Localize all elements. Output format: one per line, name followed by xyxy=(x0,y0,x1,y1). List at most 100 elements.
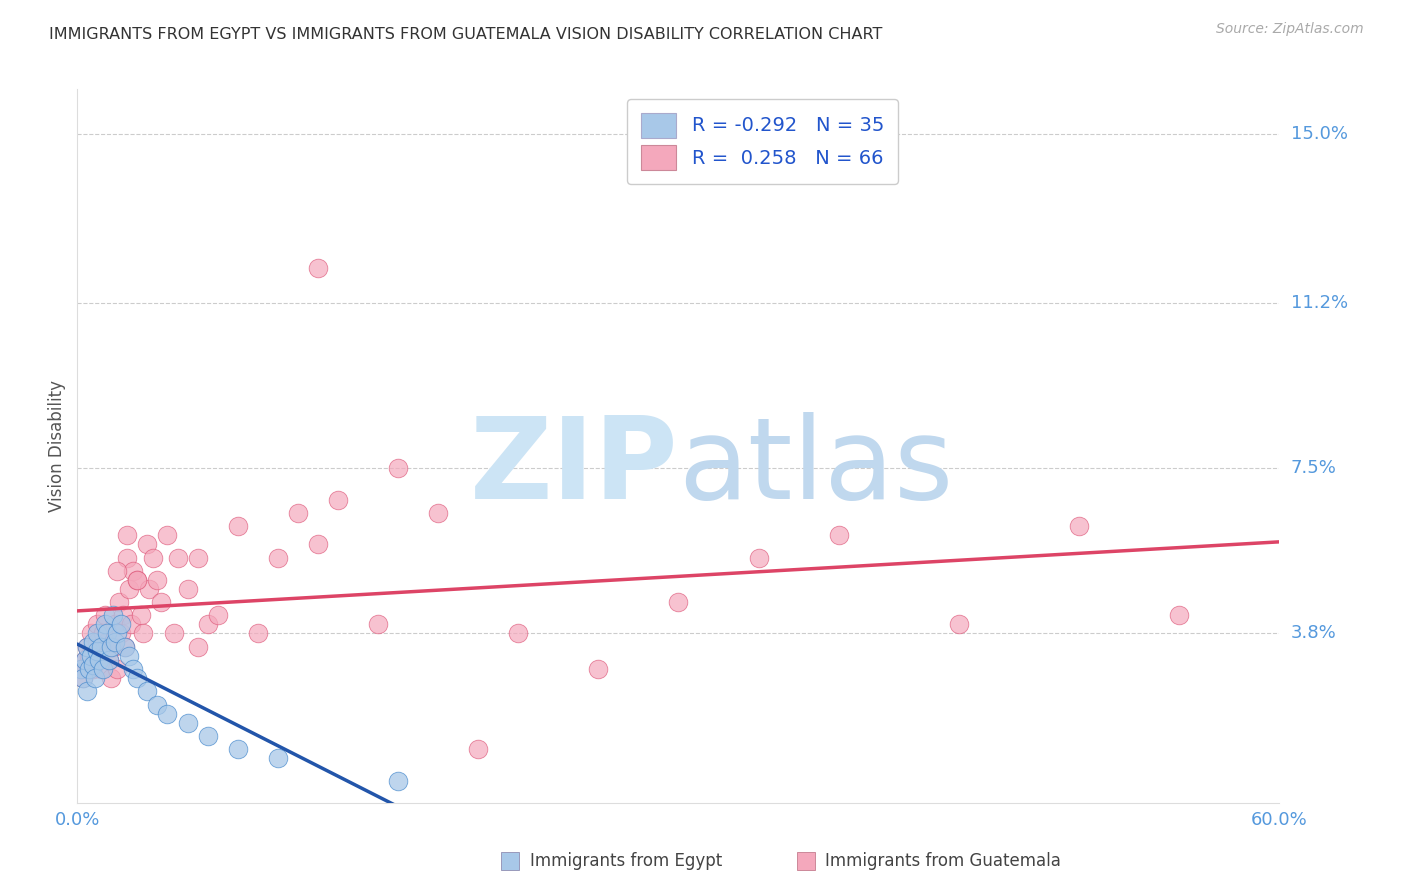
Point xyxy=(98,653,121,667)
Point xyxy=(110,626,132,640)
Point xyxy=(176,715,198,730)
Point xyxy=(76,684,98,698)
Point xyxy=(267,550,290,565)
Point xyxy=(162,626,184,640)
Point xyxy=(118,648,141,663)
Point xyxy=(86,644,108,658)
Point xyxy=(80,648,103,663)
Point xyxy=(828,528,851,542)
Point xyxy=(508,626,530,640)
Point xyxy=(287,506,309,520)
Point xyxy=(146,573,169,587)
Point xyxy=(668,595,690,609)
Point xyxy=(267,751,290,765)
Point xyxy=(1168,608,1191,623)
Point xyxy=(89,653,111,667)
Point xyxy=(75,653,97,667)
Point xyxy=(104,617,127,632)
Point xyxy=(98,653,121,667)
Point xyxy=(1069,519,1091,533)
Text: 7.5%: 7.5% xyxy=(1291,459,1337,477)
Point xyxy=(176,582,198,596)
Text: ZIP: ZIP xyxy=(470,412,679,523)
Point xyxy=(132,626,155,640)
Point xyxy=(96,635,118,649)
Point xyxy=(207,608,229,623)
Point xyxy=(127,671,149,685)
Point xyxy=(427,506,450,520)
Point xyxy=(186,640,209,654)
Point xyxy=(103,608,125,623)
Point xyxy=(387,773,409,788)
Point xyxy=(127,573,149,587)
Point xyxy=(76,640,98,654)
Point xyxy=(108,595,131,609)
Point xyxy=(197,617,219,632)
Point xyxy=(117,528,139,542)
Point xyxy=(94,608,117,623)
Point xyxy=(94,617,117,632)
Point xyxy=(226,742,249,756)
Point xyxy=(246,626,269,640)
Point xyxy=(89,640,111,654)
Point xyxy=(156,706,179,721)
Point xyxy=(82,662,104,676)
Y-axis label: Vision Disability: Vision Disability xyxy=(48,380,66,512)
Point xyxy=(72,671,94,685)
Point xyxy=(80,626,103,640)
Point xyxy=(387,461,409,475)
Point xyxy=(70,662,93,676)
Point xyxy=(96,626,118,640)
Point xyxy=(118,582,141,596)
Point xyxy=(136,537,159,551)
Point xyxy=(86,635,108,649)
Point xyxy=(86,617,108,632)
Point xyxy=(70,662,93,676)
Point xyxy=(103,640,125,654)
Point xyxy=(107,564,129,578)
Point xyxy=(136,684,159,698)
Point xyxy=(93,626,115,640)
Point xyxy=(197,729,219,743)
Point xyxy=(114,640,136,654)
Point xyxy=(948,617,970,632)
Point xyxy=(117,550,139,565)
Text: atlas: atlas xyxy=(679,412,953,523)
Point xyxy=(150,595,173,609)
Point xyxy=(82,657,104,672)
Point xyxy=(142,550,165,565)
Point xyxy=(82,635,104,649)
Text: Immigrants from Egypt: Immigrants from Egypt xyxy=(530,852,723,871)
Point xyxy=(326,492,349,507)
Point xyxy=(100,671,122,685)
Text: 3.8%: 3.8% xyxy=(1291,624,1336,642)
Point xyxy=(104,635,127,649)
Point xyxy=(226,519,249,533)
Point xyxy=(588,662,610,676)
Point xyxy=(93,662,115,676)
Point xyxy=(122,662,145,676)
Legend: R = -0.292   N = 35, R =  0.258   N = 66: R = -0.292 N = 35, R = 0.258 N = 66 xyxy=(627,99,897,184)
Bar xyxy=(797,853,814,871)
Text: 11.2%: 11.2% xyxy=(1291,294,1348,312)
Point xyxy=(131,608,153,623)
Point xyxy=(367,617,389,632)
Point xyxy=(86,626,108,640)
Point xyxy=(79,662,101,676)
Text: Source: ZipAtlas.com: Source: ZipAtlas.com xyxy=(1216,22,1364,37)
Point xyxy=(90,640,112,654)
Point xyxy=(107,662,129,676)
Bar xyxy=(502,853,519,871)
Point xyxy=(307,537,329,551)
Point xyxy=(186,550,209,565)
Point xyxy=(90,662,112,676)
Point xyxy=(166,550,188,565)
Point xyxy=(127,573,149,587)
Point xyxy=(72,671,94,685)
Point xyxy=(110,617,132,632)
Point xyxy=(84,671,107,685)
Point xyxy=(138,582,160,596)
Point xyxy=(84,653,107,667)
Point xyxy=(120,617,142,632)
Text: 15.0%: 15.0% xyxy=(1291,125,1347,143)
